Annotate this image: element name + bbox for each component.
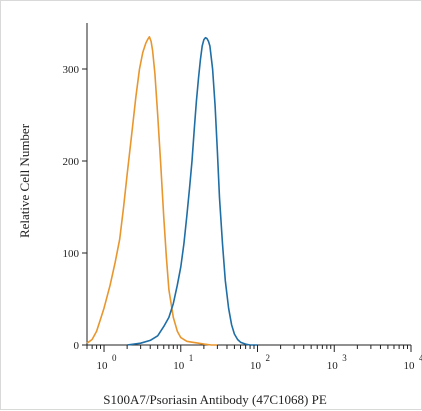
x-tick-exponent: 3	[342, 353, 347, 363]
x-tick-label: 10	[327, 360, 339, 372]
x-tick-label: 10	[404, 360, 416, 372]
x-tick-exponent: 0	[112, 353, 117, 363]
y-tick-label: 300	[63, 64, 80, 76]
y-tick-label: 200	[63, 156, 80, 168]
y-tick-label: 0	[74, 340, 80, 352]
axes	[87, 23, 411, 345]
x-tick-label: 10	[97, 360, 109, 372]
y-axis-label: Relative Cell Number	[17, 123, 32, 238]
y-tick-label: 100	[63, 248, 80, 260]
x-tick-label: 10	[250, 360, 262, 372]
series-layer	[87, 37, 258, 345]
series-line-2	[127, 38, 257, 345]
x-tick-label: 10	[173, 360, 185, 372]
x-axis-label: S100A7/Psoriasin Antibody (47C1068) PE	[103, 392, 327, 407]
x-tick-exponent: 1	[189, 353, 194, 363]
x-tick-exponent: 2	[266, 353, 271, 363]
